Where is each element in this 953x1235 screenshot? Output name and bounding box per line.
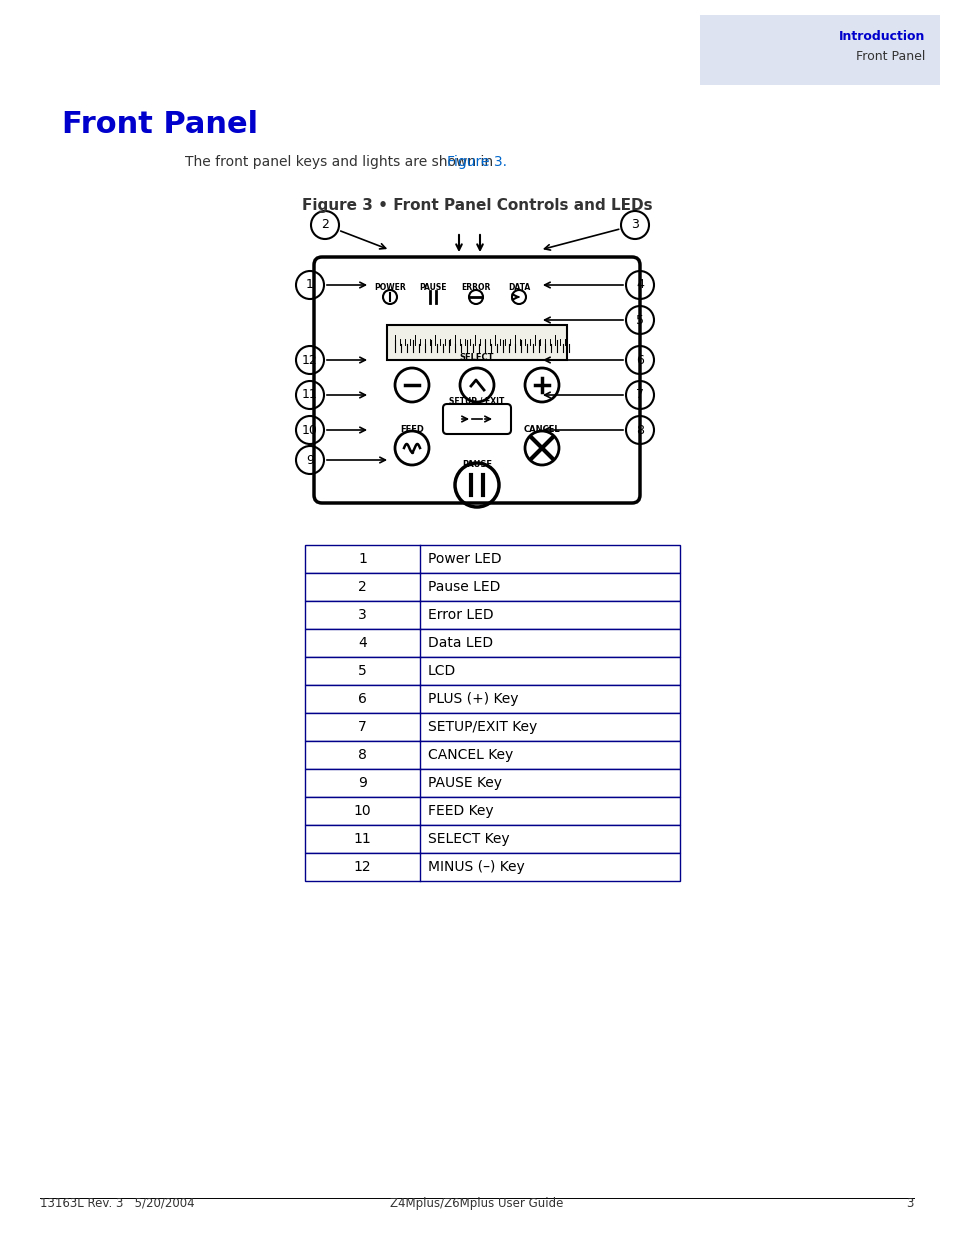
Text: LCD: LCD <box>428 664 456 678</box>
Text: CANCEL Key: CANCEL Key <box>428 748 513 762</box>
Bar <box>305 629 679 657</box>
Text: PAUSE: PAUSE <box>461 459 492 469</box>
Text: 9: 9 <box>357 776 367 790</box>
Text: 4: 4 <box>357 636 367 650</box>
Text: 3: 3 <box>630 219 639 231</box>
Text: 6: 6 <box>357 692 367 706</box>
Bar <box>305 797 679 825</box>
Text: CANCEL: CANCEL <box>523 425 559 433</box>
Bar <box>305 825 679 853</box>
Text: 2: 2 <box>321 219 329 231</box>
Text: 10: 10 <box>354 804 371 818</box>
Text: POWER: POWER <box>374 283 405 291</box>
Text: 6: 6 <box>636 353 643 367</box>
Text: 4: 4 <box>636 279 643 291</box>
Text: 7: 7 <box>636 389 643 401</box>
Bar <box>305 853 679 881</box>
Text: FEED Key: FEED Key <box>428 804 493 818</box>
Text: 11: 11 <box>354 832 371 846</box>
Text: 9: 9 <box>306 453 314 467</box>
Text: 1: 1 <box>306 279 314 291</box>
FancyBboxPatch shape <box>314 257 639 503</box>
Bar <box>305 685 679 713</box>
Text: Z4Mplus/Z6Mplus User Guide: Z4Mplus/Z6Mplus User Guide <box>390 1197 563 1210</box>
Bar <box>305 545 679 573</box>
FancyBboxPatch shape <box>442 404 511 433</box>
Text: PAUSE Key: PAUSE Key <box>428 776 501 790</box>
Text: Figure 3 • Front Panel Controls and LEDs: Figure 3 • Front Panel Controls and LEDs <box>301 198 652 212</box>
FancyBboxPatch shape <box>700 15 939 85</box>
Text: 7: 7 <box>357 720 367 734</box>
Text: The front panel keys and lights are shown in: The front panel keys and lights are show… <box>185 156 497 169</box>
Bar <box>305 713 679 741</box>
Text: 8: 8 <box>357 748 367 762</box>
Text: 5: 5 <box>636 314 643 326</box>
Text: SETUP / EXIT: SETUP / EXIT <box>449 396 504 406</box>
Text: Pause LED: Pause LED <box>428 580 500 594</box>
Text: 1: 1 <box>357 552 367 566</box>
Bar <box>305 769 679 797</box>
Text: 12: 12 <box>302 353 317 367</box>
Text: 8: 8 <box>636 424 643 436</box>
Text: Introduction: Introduction <box>838 30 924 43</box>
Text: 2: 2 <box>357 580 367 594</box>
Bar <box>305 657 679 685</box>
Text: ERROR: ERROR <box>461 283 490 291</box>
Text: Error LED: Error LED <box>428 608 493 622</box>
Text: 12: 12 <box>354 860 371 874</box>
Bar <box>305 573 679 601</box>
Text: Data LED: Data LED <box>428 636 493 650</box>
Text: SELECT Key: SELECT Key <box>428 832 509 846</box>
Bar <box>305 741 679 769</box>
Bar <box>387 325 566 359</box>
Text: PAUSE: PAUSE <box>418 283 446 291</box>
Text: 13163L Rev. 3   5/20/2004: 13163L Rev. 3 5/20/2004 <box>40 1197 194 1210</box>
Text: 3: 3 <box>905 1197 913 1210</box>
Text: PLUS (+) Key: PLUS (+) Key <box>428 692 518 706</box>
Text: SETUP/EXIT Key: SETUP/EXIT Key <box>428 720 537 734</box>
Text: SELECT: SELECT <box>459 353 494 362</box>
Text: 3: 3 <box>357 608 367 622</box>
Text: DATA: DATA <box>507 283 530 291</box>
Text: 11: 11 <box>302 389 317 401</box>
Bar <box>305 601 679 629</box>
Text: Front Panel: Front Panel <box>62 110 258 140</box>
Text: FEED: FEED <box>399 425 423 433</box>
Text: Front Panel: Front Panel <box>855 49 924 63</box>
Text: Figure 3.: Figure 3. <box>447 156 506 169</box>
Text: Power LED: Power LED <box>428 552 501 566</box>
Text: MINUS (–) Key: MINUS (–) Key <box>428 860 524 874</box>
Text: 10: 10 <box>302 424 317 436</box>
Text: 5: 5 <box>357 664 367 678</box>
